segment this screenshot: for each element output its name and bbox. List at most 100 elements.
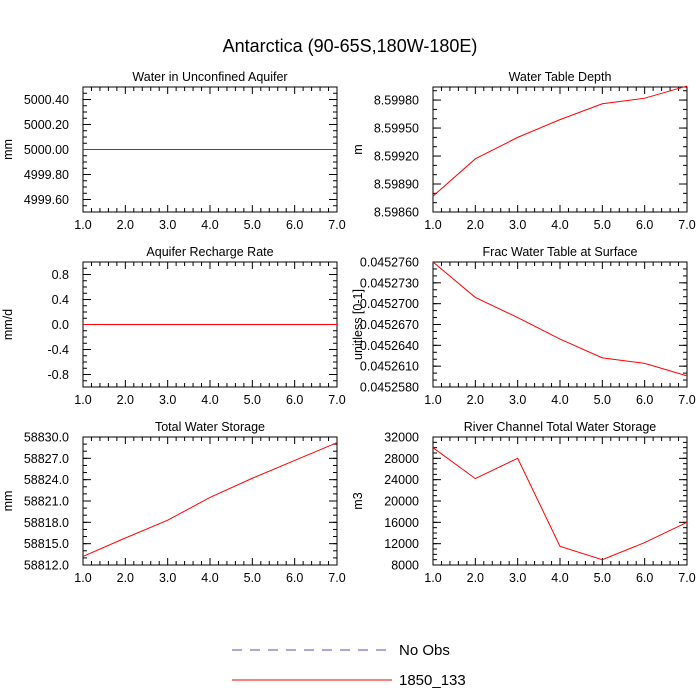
legend: No Obs 1850_133 bbox=[232, 642, 466, 689]
x-tick-label: 4.0 bbox=[201, 218, 218, 232]
y-tick-label: 0.0452610 bbox=[360, 360, 419, 374]
y-tick-label: 5000.40 bbox=[24, 93, 69, 107]
y-tick-label: 0.4 bbox=[52, 293, 69, 307]
series-line-1850-133 bbox=[432, 447, 688, 561]
x-tick-label: 4.0 bbox=[201, 571, 218, 585]
panel-title: Water in Unconfined Aquifer bbox=[132, 70, 287, 84]
panel-title: River Channel Total Water Storage bbox=[464, 420, 657, 434]
x-tick-label: 7.0 bbox=[678, 218, 695, 232]
panel-3: Aquifer Recharge Rate 1.0 2.0 3.0 4.0 5.0 6.0 7… bbox=[1, 245, 346, 407]
y-tick-label: 5000.00 bbox=[24, 143, 69, 157]
y-tick-label: 24000 bbox=[384, 473, 419, 487]
x-tick-label: 3.0 bbox=[159, 571, 176, 585]
plot-frame bbox=[432, 86, 688, 213]
y-tick-label: 16000 bbox=[384, 516, 419, 530]
y-tick-label: 0.0452730 bbox=[360, 276, 419, 290]
x-tick-label: 6.0 bbox=[636, 393, 653, 407]
y-tick-label: 0.8 bbox=[52, 268, 69, 282]
x-tick-label: 4.0 bbox=[551, 393, 568, 407]
y-tick-label: 58830.0 bbox=[24, 431, 69, 445]
plot-frame bbox=[432, 261, 688, 388]
x-tick-label: 6.0 bbox=[286, 218, 303, 232]
x-tick-label: 5.0 bbox=[594, 571, 611, 585]
x-tick-label: 5.0 bbox=[244, 393, 261, 407]
x-tick-label: 6.0 bbox=[636, 218, 653, 232]
y-tick-label: 32000 bbox=[384, 431, 419, 445]
legend-label-no-obs: No Obs bbox=[399, 642, 450, 659]
panel-1: Water in Unconfined Aquifer 1.0 2.0 3.0 4.0 5… bbox=[1, 70, 346, 232]
y-tick-label: 28000 bbox=[384, 452, 419, 466]
x-tick-label: 5.0 bbox=[594, 393, 611, 407]
y-axis-label: m3 bbox=[351, 492, 365, 509]
x-tick-label: 5.0 bbox=[594, 218, 611, 232]
x-tick-label: 7.0 bbox=[328, 571, 345, 585]
x-tick-label: 1.0 bbox=[424, 218, 441, 232]
x-tick-label: 2.0 bbox=[117, 218, 134, 232]
series-line-1850-133 bbox=[432, 85, 688, 197]
y-axis-label: mm/d bbox=[1, 309, 15, 340]
x-tick-label: 7.0 bbox=[678, 393, 695, 407]
y-tick-label: 8.59980 bbox=[374, 94, 419, 108]
x-tick-label: 4.0 bbox=[201, 393, 218, 407]
panel-6: River Channel Total Water Storage 1.0 2.0 3… bbox=[351, 420, 696, 585]
x-tick-label: 2.0 bbox=[117, 393, 134, 407]
y-tick-label: 5000.20 bbox=[24, 118, 69, 132]
series-line-1850-133 bbox=[432, 261, 688, 377]
x-tick-label: 4.0 bbox=[551, 218, 568, 232]
x-tick-label: 5.0 bbox=[244, 571, 261, 585]
x-tick-label: 2.0 bbox=[467, 218, 484, 232]
y-tick-label: -0.4 bbox=[47, 343, 69, 357]
x-tick-label: 3.0 bbox=[509, 218, 526, 232]
series-line-1850-133 bbox=[82, 442, 338, 557]
y-axis-label: mm bbox=[1, 139, 15, 160]
x-tick-label: 1.0 bbox=[74, 393, 91, 407]
x-tick-label: 1.0 bbox=[74, 218, 91, 232]
panel-5: Total Water Storage 1.0 2.0 3.0 4.0 5.0 6.0 7.0… bbox=[1, 420, 346, 585]
y-tick-label: 0.0 bbox=[52, 318, 69, 332]
y-axis-label: unitless [0-1] bbox=[351, 289, 365, 360]
y-tick-label: 58821.0 bbox=[24, 495, 69, 509]
y-tick-label: 20000 bbox=[384, 495, 419, 509]
x-tick-label: 2.0 bbox=[117, 571, 134, 585]
x-tick-label: 2.0 bbox=[467, 571, 484, 585]
x-tick-label: 7.0 bbox=[678, 571, 695, 585]
y-axis-label: m bbox=[351, 144, 365, 154]
x-tick-label: 1.0 bbox=[424, 571, 441, 585]
plot-frame bbox=[82, 436, 338, 566]
x-tick-label: 6.0 bbox=[636, 571, 653, 585]
panel-title: Frac Water Table at Surface bbox=[483, 245, 638, 259]
y-tick-label: 0.0452580 bbox=[360, 381, 419, 395]
panel-title: Total Water Storage bbox=[155, 420, 265, 434]
y-tick-label: 8000 bbox=[391, 559, 419, 573]
y-tick-label: 8.59860 bbox=[374, 206, 419, 220]
legend-label-1850-133: 1850_133 bbox=[399, 672, 466, 689]
x-tick-label: 6.0 bbox=[286, 571, 303, 585]
panel-4: Frac Water Table at Surface 1.0 2.0 3.0 4.0 5… bbox=[351, 245, 696, 407]
x-tick-label: 7.0 bbox=[328, 393, 345, 407]
y-tick-label: 12000 bbox=[384, 537, 419, 551]
x-tick-label: 2.0 bbox=[467, 393, 484, 407]
y-tick-label: 8.59950 bbox=[374, 122, 419, 136]
y-axis-label: mm bbox=[1, 491, 15, 512]
x-tick-label: 3.0 bbox=[509, 571, 526, 585]
y-tick-label: 4999.80 bbox=[24, 168, 69, 182]
y-tick-label: 58818.0 bbox=[24, 516, 69, 530]
x-tick-label: 3.0 bbox=[159, 393, 176, 407]
y-tick-label: 0.0452670 bbox=[360, 318, 419, 332]
x-tick-label: 5.0 bbox=[244, 218, 261, 232]
x-tick-label: 1.0 bbox=[74, 571, 91, 585]
y-tick-label: 0.0452640 bbox=[360, 339, 419, 353]
panel-title: Aquifer Recharge Rate bbox=[146, 245, 273, 259]
y-tick-label: -0.8 bbox=[47, 368, 69, 382]
x-tick-label: 6.0 bbox=[286, 393, 303, 407]
panel-title: Water Table Depth bbox=[509, 70, 612, 84]
x-tick-label: 1.0 bbox=[424, 393, 441, 407]
y-tick-label: 58812.0 bbox=[24, 559, 69, 573]
y-tick-label: 58827.0 bbox=[24, 452, 69, 466]
panel-2: Water Table Depth 1.0 2.0 3.0 4.0 5.0 6.0 7.0 8.… bbox=[351, 70, 696, 232]
y-tick-label: 8.59920 bbox=[374, 150, 419, 164]
y-tick-label: 58824.0 bbox=[24, 473, 69, 487]
x-tick-label: 4.0 bbox=[551, 571, 568, 585]
y-tick-label: 4999.60 bbox=[24, 193, 69, 207]
